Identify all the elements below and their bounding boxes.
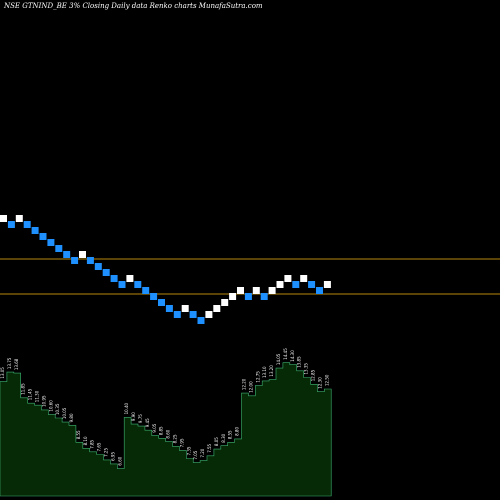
down-brick: [316, 287, 323, 294]
up-brick: [79, 251, 86, 258]
down-brick: [39, 233, 47, 240]
volume-label: 9.05: [152, 423, 157, 432]
down-brick: [165, 305, 173, 312]
volume-label: 7.35: [186, 446, 191, 455]
volume-label: 9.90: [131, 412, 136, 421]
volume-label: 14.05: [276, 353, 281, 365]
volume-label: 10.95: [41, 395, 46, 407]
volume-label: 13.35: [304, 363, 309, 375]
down-brick: [71, 257, 79, 264]
volume-area-path: [0, 362, 332, 497]
down-brick: [23, 221, 31, 228]
volume-label: 7.20: [200, 448, 205, 457]
down-brick: [63, 251, 71, 258]
volume-label: 10.60: [48, 400, 53, 412]
down-brick: [110, 275, 118, 282]
volume-label: 8.80: [235, 427, 240, 436]
volume-label: 8.85: [159, 426, 164, 435]
up-brick: [0, 215, 7, 222]
up-brick: [252, 287, 260, 294]
volume-label: 12.20: [242, 378, 247, 390]
level-lines: [0, 258, 500, 295]
volume-label: 13.20: [269, 365, 274, 377]
down-brick: [134, 281, 142, 288]
volume-label: 11.85: [21, 383, 26, 395]
down-brick: [197, 317, 205, 324]
volume-label: 7.95: [179, 438, 184, 447]
up-brick: [213, 305, 221, 312]
up-brick: [237, 287, 244, 294]
down-brick: [102, 269, 110, 276]
up-brick: [229, 293, 237, 300]
volume-label: 13.75: [7, 357, 12, 369]
volume-label: 8.60: [166, 429, 171, 438]
volume-label: 8.55: [228, 430, 233, 439]
down-brick: [7, 221, 15, 228]
down-brick: [47, 239, 55, 246]
volume-label: 13.05: [0, 367, 5, 379]
volume-label: 8.25: [173, 434, 178, 443]
volume-label: 10.40: [124, 402, 129, 414]
up-brick: [221, 299, 229, 306]
volume-label: 8.55: [76, 430, 81, 439]
down-brick: [118, 281, 126, 288]
up-brick: [126, 275, 134, 282]
volume-label: 12.30: [317, 377, 322, 389]
up-brick: [268, 287, 276, 294]
down-brick: [189, 311, 197, 318]
volume-label: 9.75: [138, 414, 143, 423]
volume-label: 12.85: [311, 369, 316, 381]
down-brick: [244, 293, 252, 300]
volume-label: 7.65: [97, 442, 102, 451]
volume-label: 6.60: [117, 456, 122, 465]
up-brick: [276, 281, 284, 288]
down-brick: [260, 293, 268, 300]
down-brick: [308, 281, 316, 288]
down-brick: [173, 311, 181, 318]
volume-label: 7.05: [193, 450, 198, 459]
chart-title: NSE GTNIND_BE 3% Closing Daily data Renk…: [4, 2, 263, 10]
down-brick: [158, 299, 165, 306]
volume-label: 13.85: [297, 356, 302, 368]
up-brick: [205, 311, 213, 318]
down-brick: [292, 281, 300, 288]
up-brick: [323, 281, 331, 288]
volume-label: 10.35: [55, 403, 60, 415]
volume-label: 7.85: [90, 439, 95, 448]
up-brick: [284, 275, 292, 282]
down-brick: [31, 227, 39, 234]
volume-label: 9.45: [145, 418, 150, 427]
volume-label: 9.80: [69, 413, 74, 422]
volume-label: 14.30: [290, 350, 295, 362]
volume-label: 7.25: [104, 448, 109, 457]
volume-label: 14.45: [283, 348, 288, 360]
down-brick: [94, 263, 102, 270]
volume-label: 11.45: [28, 388, 33, 400]
volume-label: 8.10: [83, 436, 88, 445]
volume-label: 8.30: [221, 433, 226, 442]
brick-layer: [0, 215, 331, 324]
volume-label: 8.05: [214, 437, 219, 446]
volume-label: 12.00: [248, 381, 253, 393]
down-brick: [55, 245, 63, 252]
volume-area: [0, 362, 332, 497]
volume-label: 12.50: [324, 374, 329, 386]
up-brick: [181, 305, 189, 312]
volume-label: 10.05: [62, 407, 67, 419]
down-brick: [150, 293, 158, 300]
volume-label: 13.68: [14, 358, 19, 370]
volume-label: 13.10: [262, 366, 267, 378]
volume-label: 11.30: [35, 390, 40, 402]
volume-label: 6.95: [110, 452, 115, 461]
volume-label: 12.75: [255, 371, 260, 383]
up-brick: [15, 215, 23, 222]
down-brick: [86, 257, 94, 264]
up-brick: [300, 275, 308, 282]
volume-label: 7.55: [207, 443, 212, 452]
down-brick: [142, 287, 150, 294]
